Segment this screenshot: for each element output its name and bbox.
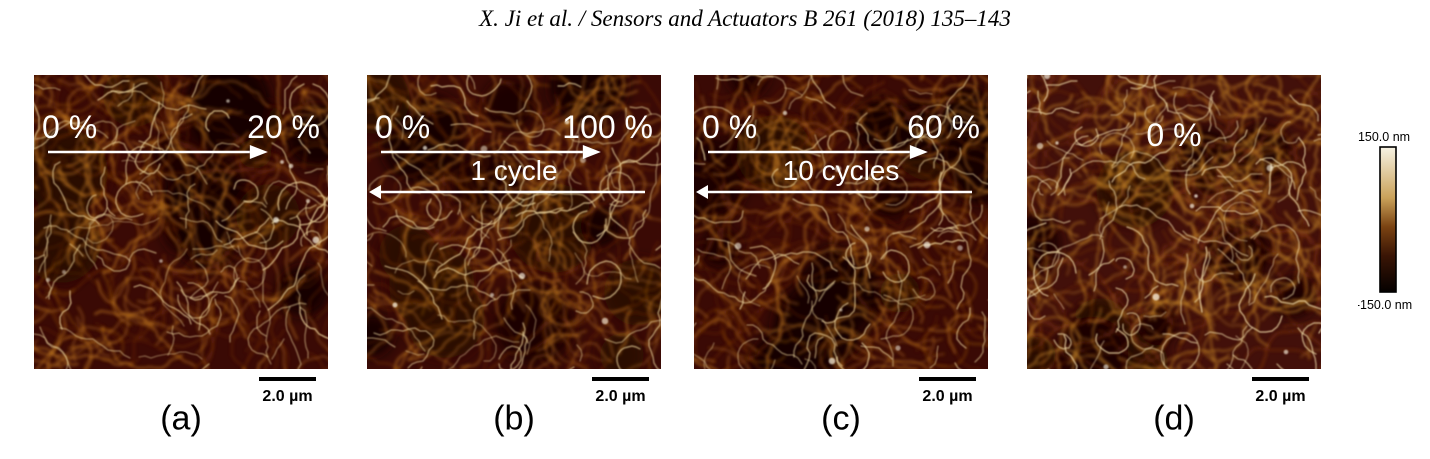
svg-text:0 %: 0 % — [1146, 117, 1201, 153]
svg-text:0 %: 0 % — [375, 109, 430, 145]
svg-text:0 %: 0 % — [702, 109, 757, 145]
svg-text:150.0 nm: 150.0 nm — [1358, 130, 1410, 144]
svg-text:20 %: 20 % — [247, 109, 320, 145]
svg-text:60 %: 60 % — [907, 109, 980, 145]
svg-text:0 %: 0 % — [42, 109, 97, 145]
svg-text:10 cycles: 10 cycles — [783, 155, 900, 186]
svg-text:-150.0 nm: -150.0 nm — [1358, 298, 1412, 312]
svg-text:100 %: 100 % — [562, 109, 653, 145]
svg-text:1 cycle: 1 cycle — [470, 155, 557, 186]
